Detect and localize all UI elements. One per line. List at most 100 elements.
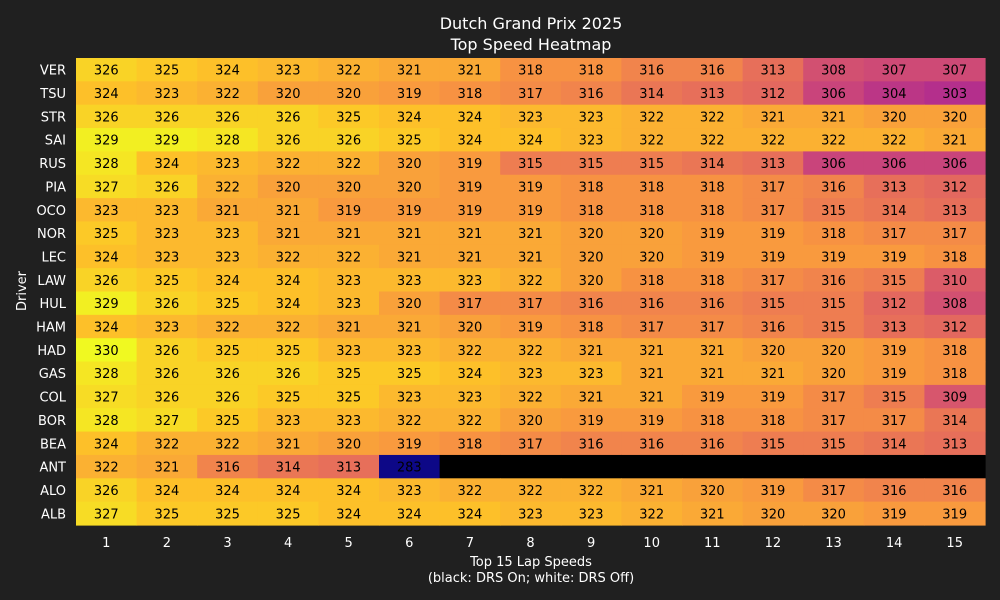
heatmap-cell	[863, 244, 925, 269]
heatmap-cell	[682, 384, 744, 409]
cell-value-label: 324	[276, 297, 301, 312]
cell-value-label: 324	[94, 437, 119, 452]
heatmap-cell	[863, 268, 925, 293]
heatmap-cell	[318, 174, 380, 199]
heatmap-cell	[76, 174, 138, 199]
cell-value-label: 325	[215, 297, 240, 312]
cell-value-label: 315	[821, 297, 846, 312]
heatmap-cell	[621, 338, 683, 363]
heatmap-cell	[863, 384, 925, 409]
cell-value-label: 322	[760, 134, 785, 149]
cell-value-label: 319	[942, 507, 967, 522]
heatmap-cell	[439, 478, 501, 503]
cell-value-label: 321	[336, 321, 361, 336]
cell-value-label: 322	[215, 321, 240, 336]
heatmap-cell	[863, 198, 925, 223]
cell-value-label: 318	[942, 344, 967, 359]
cell-value-label: 322	[276, 157, 301, 172]
heatmap-cell	[803, 454, 865, 479]
cell-value-label: 323	[215, 227, 240, 242]
heatmap-cell	[682, 501, 744, 526]
cell-value-label: 324	[457, 134, 482, 149]
cell-value-label: 326	[215, 367, 240, 382]
cell-value-label: 323	[336, 297, 361, 312]
cell-value-label: 322	[154, 437, 179, 452]
heatmap-cell	[924, 244, 986, 269]
heatmap-cell	[621, 198, 683, 223]
heatmap-cell	[76, 104, 138, 129]
cell-value-label: 326	[215, 110, 240, 125]
y-tick-labels: VER TSU STR SAI RUS PIA OCO NOR LEC LAW HUL HAM HAD G…	[36, 64, 67, 523]
heatmap-cell	[379, 128, 441, 152]
heatmap-cell	[257, 244, 319, 269]
cell-value-label: 319	[518, 204, 543, 219]
heatmap-cell	[560, 104, 622, 129]
cell-value-label: 321	[639, 344, 664, 359]
heatmap-cell	[197, 384, 259, 409]
heatmap-cell	[621, 314, 683, 339]
cell-value-label: 320	[760, 344, 785, 359]
cell-value-label: 318	[457, 437, 482, 452]
heatmap-cell	[136, 104, 198, 129]
cell-value-label: 328	[94, 367, 119, 382]
cell-value-label: 315	[760, 297, 785, 312]
cell-value-label: 316	[639, 297, 664, 312]
heatmap-cell	[803, 104, 865, 129]
cell-value-label: 316	[882, 484, 907, 499]
heatmap-cell	[318, 58, 380, 82]
cell-value-label: 320	[579, 274, 604, 289]
cell-value-label: 323	[518, 367, 543, 382]
x-tick-label: 7	[466, 536, 474, 551]
cell-value-label: 321	[579, 391, 604, 406]
y-axis-label: Driver	[15, 270, 30, 311]
heatmap-cell	[136, 151, 198, 176]
heatmap-cell	[439, 291, 501, 316]
heatmap-cell	[803, 408, 865, 433]
cell-value-label: 324	[336, 507, 361, 522]
heatmap-cell	[318, 151, 380, 176]
cell-value-label: 323	[154, 321, 179, 336]
heatmap-cell	[742, 314, 804, 339]
cell-value-label: 303	[942, 87, 967, 102]
heatmap-cell	[863, 128, 925, 152]
heatmap-cell	[560, 431, 622, 456]
heatmap-cell	[863, 478, 925, 503]
cell-value-label: 319	[882, 344, 907, 359]
heatmap-cell	[379, 408, 441, 433]
cell-value-label: 315	[821, 437, 846, 452]
heatmap-cell	[500, 361, 562, 386]
cell-value-label: 321	[397, 227, 422, 242]
cell-value-label: 324	[94, 250, 119, 265]
heatmap-cell	[197, 58, 259, 82]
cell-value-label: 325	[397, 367, 422, 382]
cell-value-label: 321	[457, 250, 482, 265]
cell-value-label: 316	[700, 297, 725, 312]
heatmap-cell	[500, 151, 562, 176]
heatmap-cell	[682, 314, 744, 339]
cell-value-label: 322	[700, 134, 725, 149]
cell-value-label: 321	[760, 110, 785, 125]
heatmap-cell	[621, 81, 683, 106]
cell-value-label: 319	[336, 204, 361, 219]
cell-value-label: 323	[579, 507, 604, 522]
cell-value-label: 322	[215, 437, 240, 452]
heatmap-cell	[924, 128, 986, 152]
cell-value-label: 320	[336, 437, 361, 452]
heatmap-cell	[136, 244, 198, 269]
y-tick-label: ALB	[41, 507, 66, 522]
heatmap-cell	[439, 384, 501, 409]
cell-value-label: 323	[397, 274, 422, 289]
heatmap-cell	[682, 338, 744, 363]
cell-value-label: 325	[154, 64, 179, 79]
cell-value-label: 319	[760, 484, 785, 499]
heatmap-cell	[500, 291, 562, 316]
y-tick-label: BOR	[38, 414, 66, 429]
heatmap-cell	[803, 431, 865, 456]
cell-value-label: 324	[215, 64, 240, 79]
cell-value-label: 318	[639, 204, 664, 219]
heatmap-cell	[318, 221, 380, 246]
cell-value-label: 328	[94, 157, 119, 172]
heatmap-cell	[621, 408, 683, 433]
cell-value-label: 306	[942, 157, 967, 172]
heatmap-cell	[379, 361, 441, 386]
